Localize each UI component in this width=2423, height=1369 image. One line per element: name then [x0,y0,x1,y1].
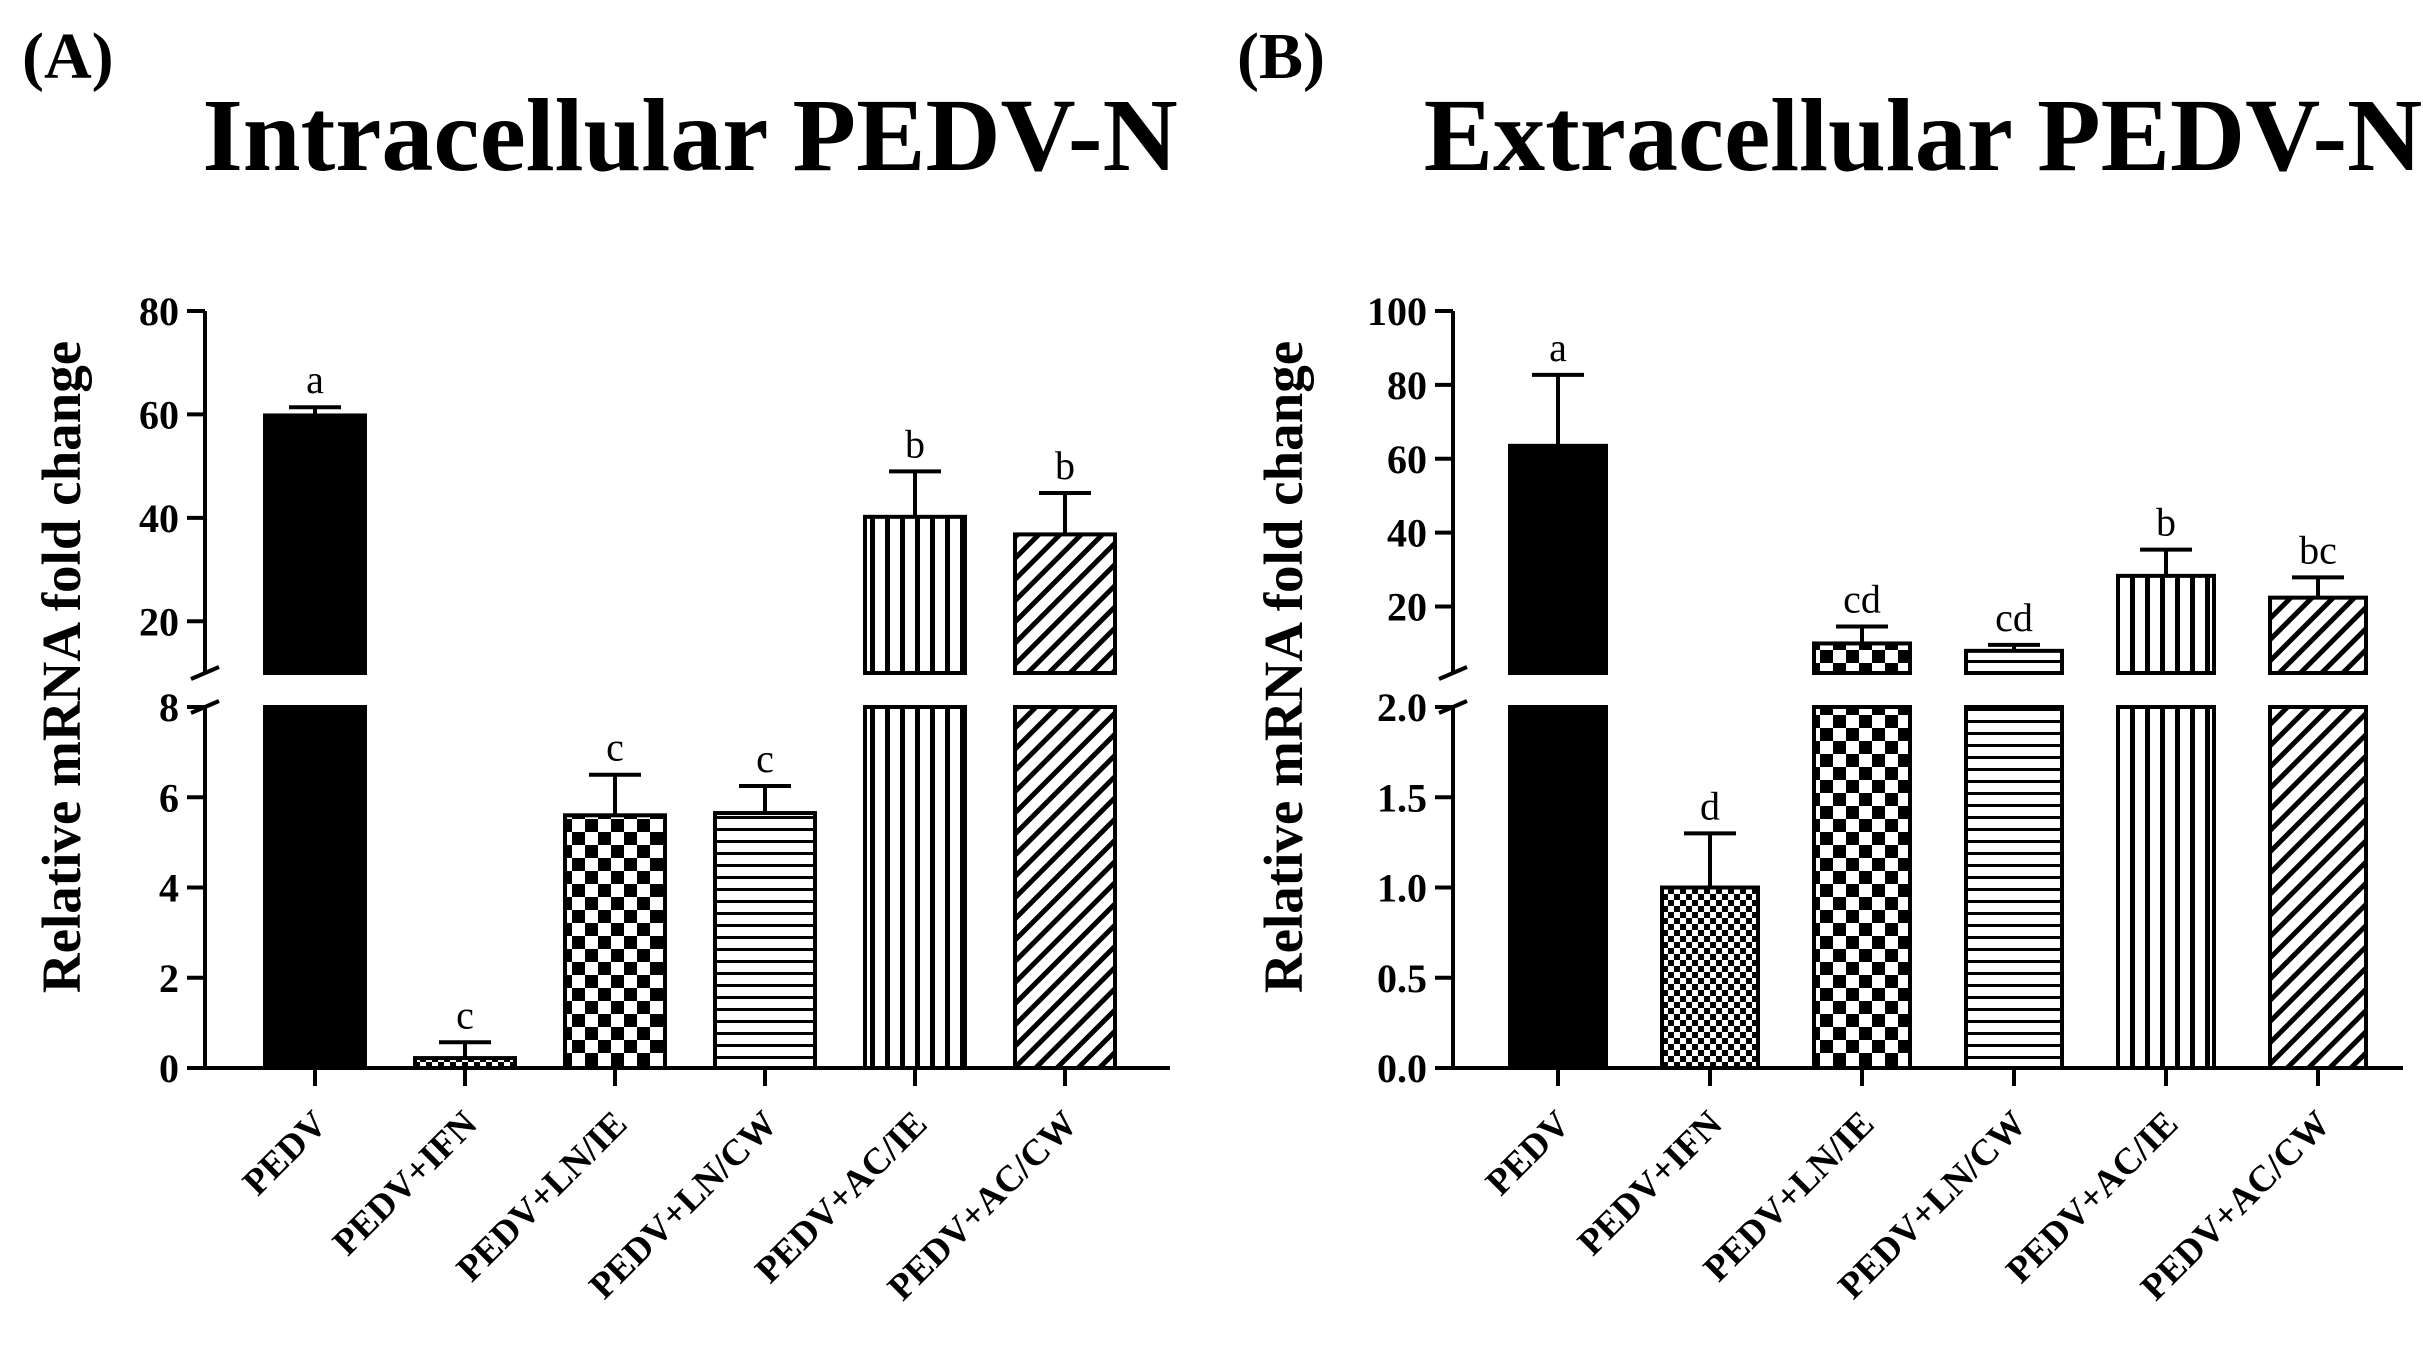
bar-lower-segment [863,705,967,1070]
bar-lower-segment [1812,705,1912,1070]
bar [2268,595,2368,675]
y-tick-label: 1.0 [1377,866,1427,911]
panel-label: (A) [22,20,114,93]
chart-title: Extracellular PEDV-N [1424,78,2422,193]
x-tick-label: PEDV+IFN [1570,1103,1730,1263]
y-tick-label: 0.0 [1377,1046,1427,1091]
chart-panel-intracellular: (A) Intracellular PEDV-N Relative mRNA fol… [22,20,1178,1309]
bar-lower-segment [1013,705,1117,1070]
y-tick-label: 0.5 [1377,956,1427,1001]
significance-label: a [306,357,324,402]
bar-lower-segment [1964,705,2064,1070]
bar [1508,443,1608,675]
bar-lower-segment [263,705,367,1070]
significance-label: b [905,421,925,466]
bar [713,811,817,1071]
bar [1964,648,2064,675]
y-tick-label: 100 [1367,289,1427,334]
significance-label: c [456,992,474,1037]
significance-label: cd [1843,576,1881,621]
panel-label: (B) [1237,20,1325,93]
bar [263,413,367,675]
significance-label: d [1700,783,1720,828]
y-tick-label: 40 [139,496,179,541]
y-tick-label: 20 [1387,585,1427,630]
x-tick-label: PEDV+IFN [325,1103,485,1263]
y-tick-label: 40 [1387,511,1427,556]
bar-lower-segment [2268,705,2368,1070]
y-axis-label: Relative mRNA fold change [31,341,92,993]
y-tick-label: 20 [139,599,179,644]
significance-label: b [1055,443,1075,488]
significance-label: a [1549,325,1567,370]
x-tick-label: PEDV [1478,1103,1578,1203]
chart-panel-extracellular: (B) Extracellular PEDV-N Relative mRNA fol… [1237,20,2422,1309]
y-tick-label: 8 [159,685,179,730]
bar-lower-segment [2116,705,2216,1070]
significance-label: c [606,725,624,770]
bar-lower-segment [1508,705,1608,1070]
bar [413,1056,517,1071]
significance-label: bc [2299,527,2337,572]
bar [1013,532,1117,675]
y-tick-label: 2 [159,956,179,1001]
chart-title: Intracellular PEDV-N [202,78,1177,193]
bar [1660,885,1760,1070]
y-tick-label: 0 [159,1046,179,1091]
y-tick-label: 80 [1387,363,1427,408]
x-tick-label: PEDV [235,1103,335,1203]
significance-label: cd [1995,595,2033,640]
y-tick-label: 4 [159,866,179,911]
y-tick-label: 6 [159,775,179,820]
y-tick-label: 60 [139,392,179,437]
bar [1812,641,1912,675]
y-tick-label: 60 [1387,437,1427,482]
axis-break-mark [190,665,220,681]
y-tick-label: 80 [139,289,179,334]
bar [563,813,667,1070]
significance-label: b [2156,500,2176,545]
y-axis-label: Relative mRNA fold change [1253,341,1314,993]
significance-label: c [756,736,774,781]
y-tick-label: 1.5 [1377,775,1427,820]
y-tick-label: 2.0 [1377,685,1427,730]
bar [2116,573,2216,675]
axis-break-mark [1438,665,1468,681]
bar [863,514,967,676]
